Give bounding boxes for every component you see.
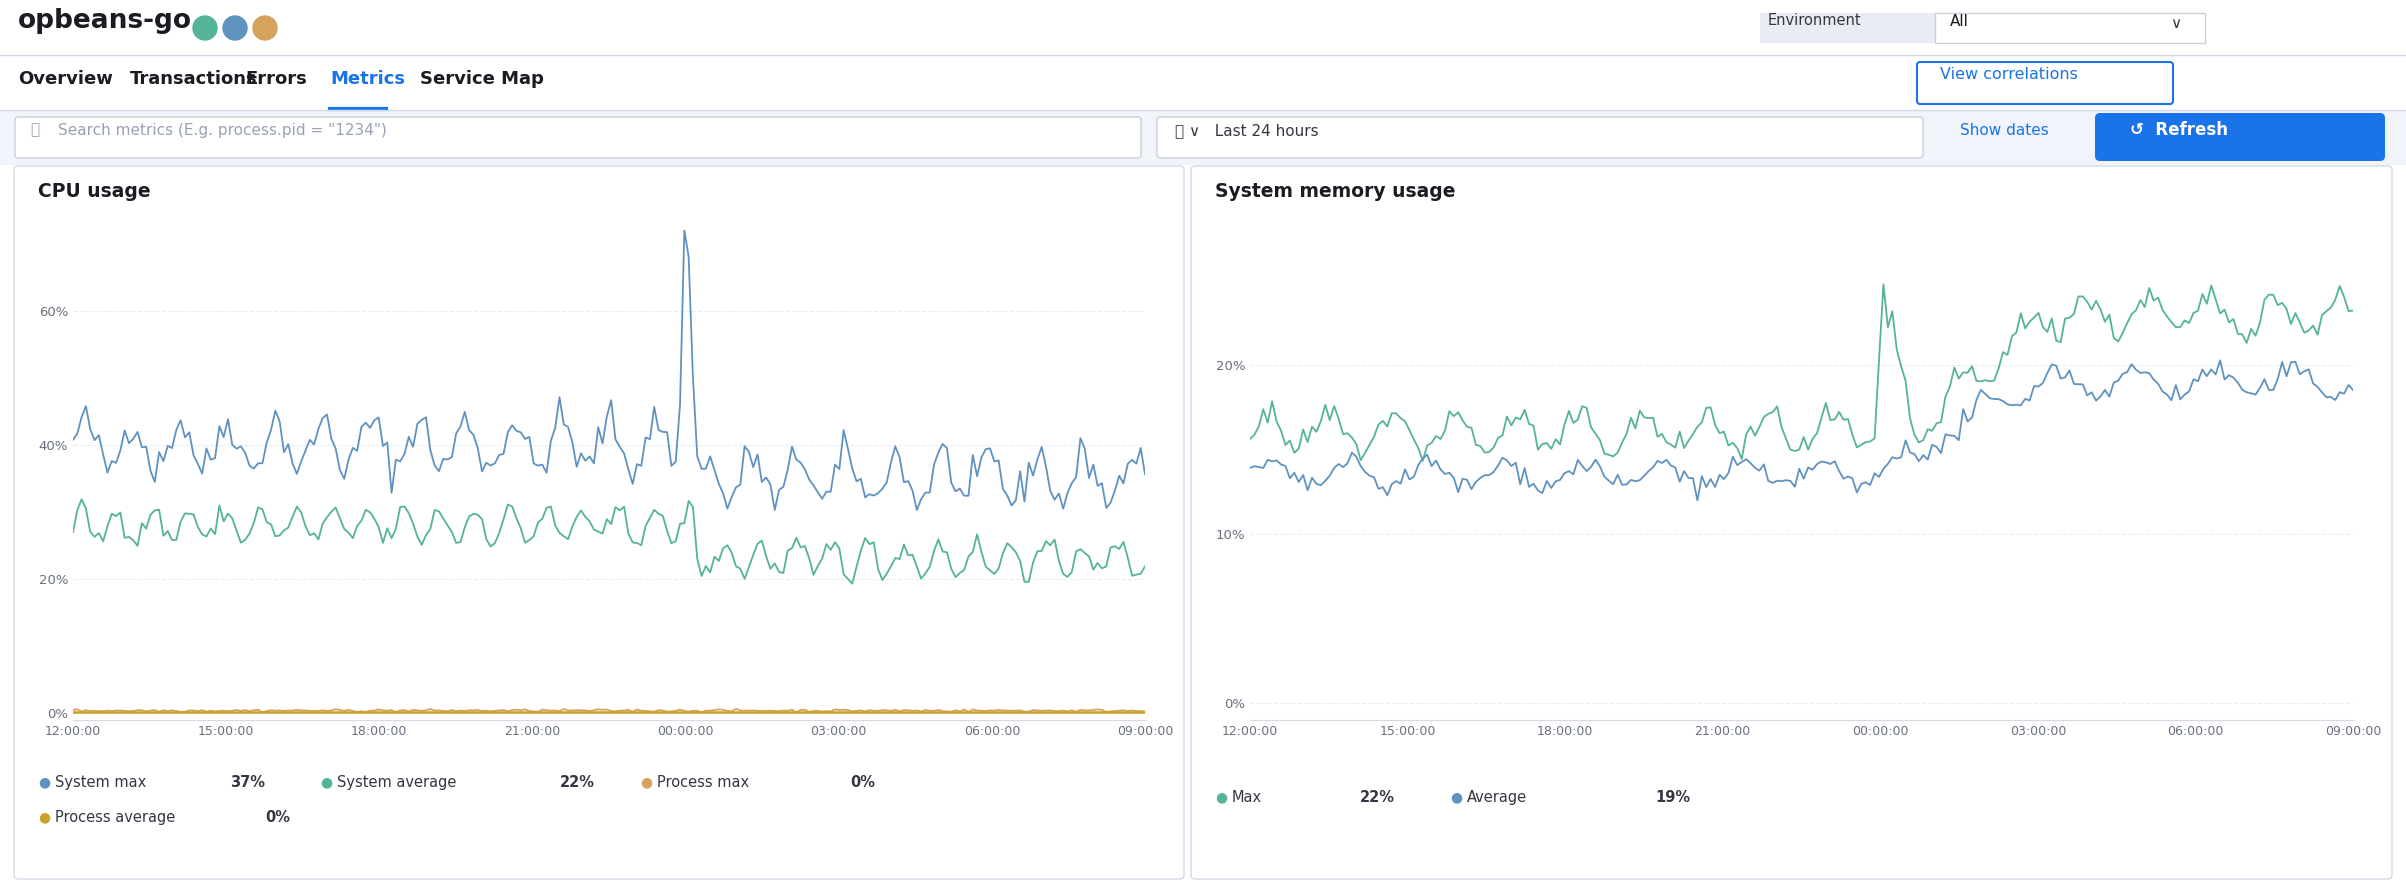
Text: Environment: Environment xyxy=(1768,13,1862,28)
Text: Service Map: Service Map xyxy=(421,70,544,88)
FancyBboxPatch shape xyxy=(1157,117,1922,158)
Circle shape xyxy=(224,16,248,40)
Text: 0%: 0% xyxy=(849,775,876,790)
FancyBboxPatch shape xyxy=(14,166,1184,879)
Text: ●: ● xyxy=(1215,790,1227,804)
Text: ●: ● xyxy=(640,775,652,789)
Text: Show dates: Show dates xyxy=(1961,123,2050,138)
Bar xyxy=(1761,13,1934,43)
Text: Metrics: Metrics xyxy=(330,70,404,88)
Text: 🔍: 🔍 xyxy=(29,122,38,137)
Bar xyxy=(0,110,2406,165)
Text: ●: ● xyxy=(1451,790,1463,804)
Text: 19%: 19% xyxy=(1655,790,1689,805)
Text: Max: Max xyxy=(1232,790,1263,805)
Text: ●: ● xyxy=(320,775,332,789)
Text: 22%: 22% xyxy=(1359,790,1395,805)
Bar xyxy=(0,0,2406,55)
Text: Transactions: Transactions xyxy=(130,70,257,88)
Circle shape xyxy=(192,16,217,40)
FancyBboxPatch shape xyxy=(1918,62,2173,104)
Text: 0%: 0% xyxy=(265,810,291,825)
Text: ●: ● xyxy=(38,775,51,789)
Text: System memory usage: System memory usage xyxy=(1215,182,1456,201)
Text: Process max: Process max xyxy=(657,775,748,790)
Text: ↺  Refresh: ↺ Refresh xyxy=(2129,121,2228,139)
Text: Process average: Process average xyxy=(55,810,176,825)
Text: System max: System max xyxy=(55,775,147,790)
Text: Search metrics (E.g. process.pid = "1234"): Search metrics (E.g. process.pid = "1234… xyxy=(58,123,387,138)
Bar xyxy=(1934,13,2204,43)
FancyBboxPatch shape xyxy=(14,117,1140,158)
Bar xyxy=(0,55,2406,110)
Text: ●: ● xyxy=(38,810,51,824)
Text: 📅 ∨   Last 24 hours: 📅 ∨ Last 24 hours xyxy=(1174,123,1318,138)
FancyBboxPatch shape xyxy=(1191,166,2392,879)
Text: All: All xyxy=(1949,14,1968,29)
Text: ∨: ∨ xyxy=(2170,16,2182,31)
Text: System average: System average xyxy=(337,775,457,790)
Text: Average: Average xyxy=(1468,790,1528,805)
Text: 22%: 22% xyxy=(561,775,594,790)
Circle shape xyxy=(253,16,277,40)
Text: opbeans-go: opbeans-go xyxy=(17,8,192,34)
Text: CPU usage: CPU usage xyxy=(38,182,152,201)
Text: View correlations: View correlations xyxy=(1939,67,2079,82)
Text: Overview: Overview xyxy=(17,70,113,88)
Text: 37%: 37% xyxy=(231,775,265,790)
FancyBboxPatch shape xyxy=(2096,113,2384,161)
Text: Errors: Errors xyxy=(245,70,306,88)
